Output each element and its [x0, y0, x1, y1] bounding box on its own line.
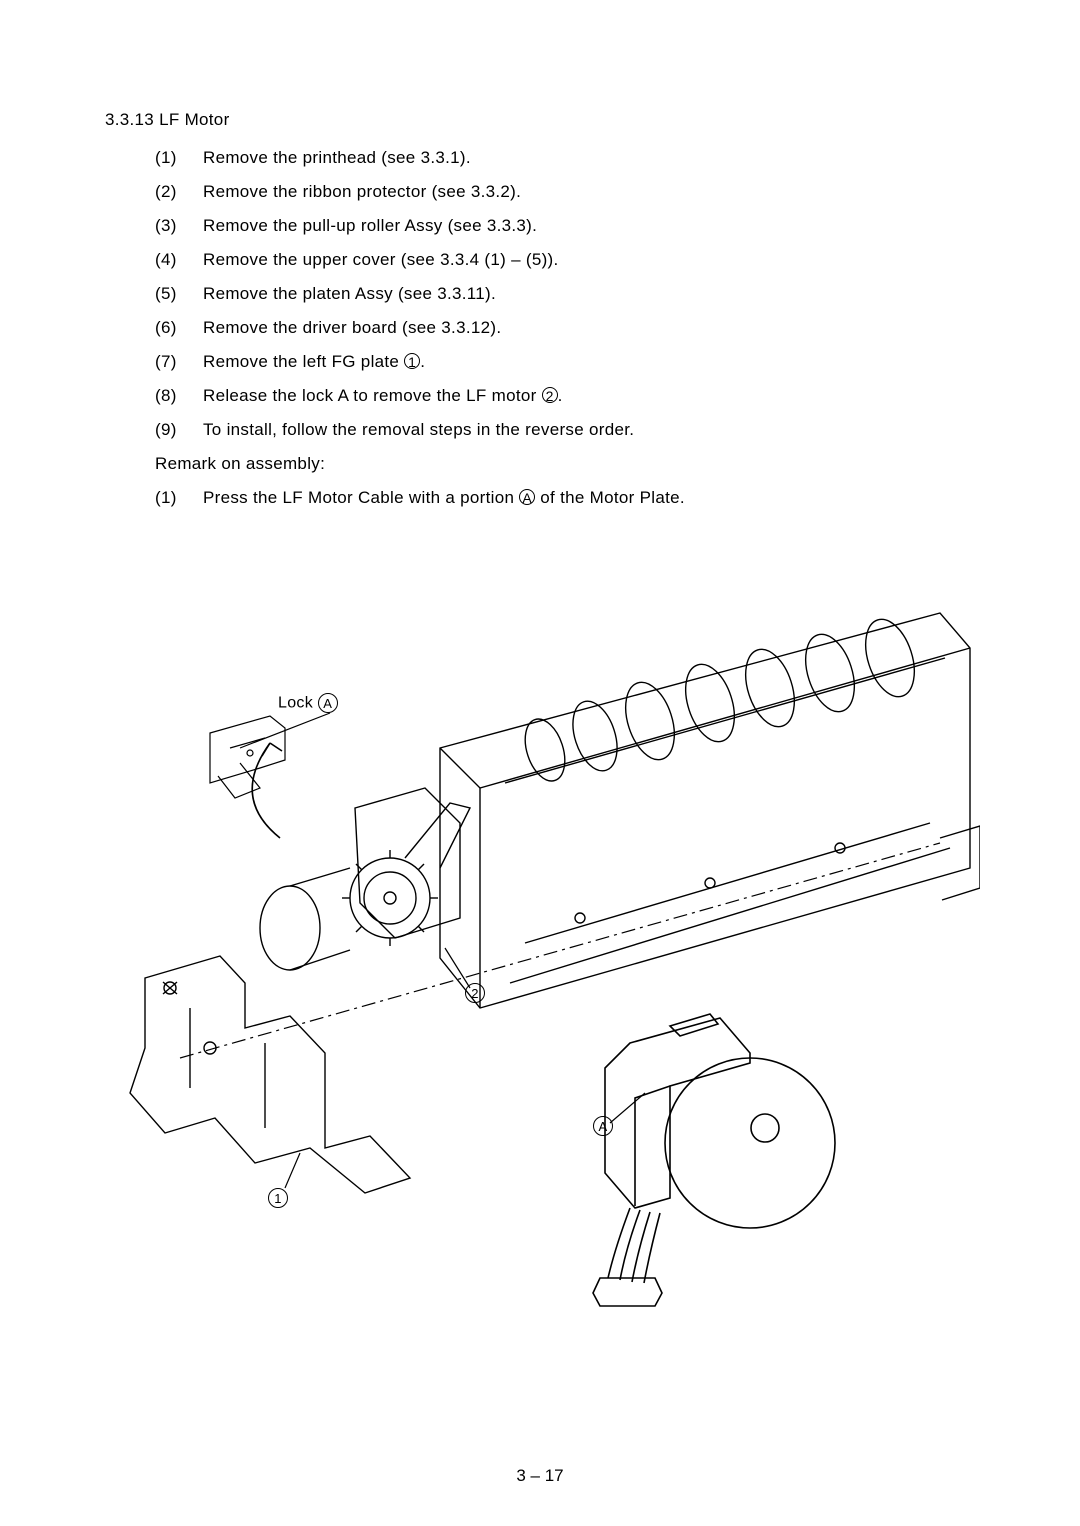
lock-label-text: Lock — [278, 695, 313, 712]
step-number: (6) — [155, 318, 203, 338]
step-row: (1) Remove the printhead (see 3.3.1). — [155, 148, 985, 168]
step-number: (7) — [155, 352, 203, 372]
step-text: Press the LF Motor Cable with a portion … — [203, 488, 985, 508]
step-row: (2) Remove the ribbon protector (see 3.3… — [155, 182, 985, 202]
step-text: Remove the driver board (see 3.3.12). — [203, 318, 985, 338]
step-number: (1) — [155, 148, 203, 168]
section-title-text: LF Motor — [159, 110, 229, 129]
step-number: (1) — [155, 488, 203, 508]
reference-circle: 2 — [542, 387, 558, 403]
remark-steps: (1) Press the LF Motor Cable with a port… — [155, 488, 985, 508]
step-row: (4) Remove the upper cover (see 3.3.4 (1… — [155, 250, 985, 270]
step-number: (5) — [155, 284, 203, 304]
step-text: Remove the platen Assy (see 3.3.11). — [203, 284, 985, 304]
step-row: (3) Remove the pull-up roller Assy (see … — [155, 216, 985, 236]
callout-circle: 2 — [465, 983, 485, 1003]
step-text-pre: Press the LF Motor Cable with a portion — [203, 488, 519, 507]
callout-circle: A — [593, 1116, 613, 1136]
step-text-pre: Remove the left FG plate — [203, 352, 404, 371]
step-row: (6) Remove the driver board (see 3.3.12)… — [155, 318, 985, 338]
step-text: To install, follow the removal steps in … — [203, 420, 985, 440]
step-text: Remove the pull-up roller Assy (see 3.3.… — [203, 216, 985, 236]
remark-heading: Remark on assembly: — [155, 454, 985, 474]
step-text-post: . — [558, 386, 563, 405]
step-number: (2) — [155, 182, 203, 202]
step-text: Remove the printhead (see 3.3.1). — [203, 148, 985, 168]
step-text: Remove the ribbon protector (see 3.3.2). — [203, 182, 985, 202]
step-text: Remove the upper cover (see 3.3.4 (1) – … — [203, 250, 985, 270]
callout-1: 1 — [268, 1188, 288, 1208]
step-number: (3) — [155, 216, 203, 236]
step-row: (7) Remove the left FG plate 1. — [155, 352, 985, 372]
page-number: 3 – 17 — [0, 1466, 1080, 1486]
diagram-svg — [110, 588, 980, 1308]
procedure-steps: (1) Remove the printhead (see 3.3.1). (2… — [155, 148, 985, 440]
step-text-pre: Release the lock A to remove the LF moto… — [203, 386, 542, 405]
reference-circle: 1 — [404, 353, 420, 369]
callout-2: 2 — [465, 983, 485, 1003]
callout-a: A — [593, 1116, 613, 1136]
step-row: (8) Release the lock A to remove the LF … — [155, 386, 985, 406]
step-row: (9) To install, follow the removal steps… — [155, 420, 985, 440]
step-row: (5) Remove the platen Assy (see 3.3.11). — [155, 284, 985, 304]
lock-label: Lock A — [278, 693, 338, 713]
exploded-diagram: Lock A — [110, 588, 980, 1308]
step-number: (8) — [155, 386, 203, 406]
lock-label-ref: A — [318, 693, 338, 713]
callout-circle: 1 — [268, 1188, 288, 1208]
step-number: (9) — [155, 420, 203, 440]
step-text-post: of the Motor Plate. — [535, 488, 685, 507]
step-number: (4) — [155, 250, 203, 270]
step-text: Remove the left FG plate 1. — [203, 352, 985, 372]
step-text-post: . — [420, 352, 425, 371]
step-text: Release the lock A to remove the LF moto… — [203, 386, 985, 406]
section-heading: 3.3.13 LF Motor — [105, 110, 985, 130]
reference-circle: A — [519, 489, 535, 505]
section-number: 3.3.13 — [105, 110, 154, 129]
step-row: (1) Press the LF Motor Cable with a port… — [155, 488, 985, 508]
